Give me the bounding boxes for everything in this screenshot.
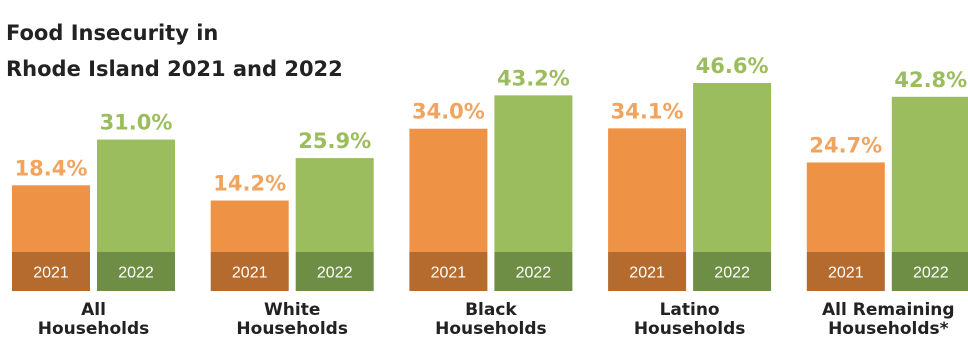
bar-year-label: 2021 [828,265,864,282]
bar [608,128,687,252]
bar [494,95,573,252]
bar-year-strip [494,252,573,291]
data-label: 46.6% [696,54,769,78]
bars: 202118.4%202231.0%AllHouseholds202114.2%… [12,54,968,339]
category-label: Households [435,319,547,339]
bar-year-label: 2022 [118,265,154,282]
bar [295,158,374,252]
category-label: Households [38,319,150,339]
bar-year-label: 2021 [33,265,69,282]
data-label: 24.7% [809,133,882,157]
bar [806,162,885,252]
data-label: 43.2% [497,66,570,90]
bar [12,185,90,252]
category-label: Latino [660,300,720,320]
bar [891,96,968,253]
bar-year-strip [97,252,175,291]
bar [210,200,289,252]
bar-year-strip [806,252,885,291]
bar-year-label: 2022 [714,265,750,282]
bar-year-strip [12,252,90,291]
chart-title: Food Insecurity in Rhode Island 2021 and … [6,21,343,81]
category-label: Black [465,300,517,320]
category-label: All Remaining [822,300,955,320]
data-label: 34.1% [611,99,684,123]
bar-year-label: 2022 [516,265,552,282]
bar [693,83,772,252]
bar-year-strip [295,252,374,291]
data-label: 14.2% [213,172,286,196]
bar-year-label: 2021 [431,265,467,282]
data-label: 42.8% [894,68,967,92]
category-label: Households [634,319,746,339]
chart-title-line: Food Insecurity in [6,21,218,45]
data-label: 31.0% [100,111,173,135]
data-label: 18.4% [15,156,88,180]
bar-year-label: 2022 [913,265,949,282]
bar-year-label: 2022 [317,265,353,282]
bar-year-label: 2021 [232,265,268,282]
bar-year-label: 2021 [629,265,665,282]
data-label: 34.0% [412,100,485,124]
category-label: White [264,300,320,320]
category-label: Households [236,319,348,339]
bar-year-strip [891,252,968,291]
bar [97,139,175,252]
data-label: 25.9% [298,129,371,153]
bar-year-strip [210,252,289,291]
bar-year-strip [608,252,687,291]
bar-year-strip [409,252,488,291]
bar-year-strip [693,252,772,291]
category-label: All [81,300,106,320]
bar [409,128,488,252]
chart-title-line: Rhode Island 2021 and 2022 [6,57,343,81]
category-label: Households* [828,319,949,339]
bar-group: 2021 24.7% 2022 42.8% All RemainingHousehold… [806,68,968,339]
